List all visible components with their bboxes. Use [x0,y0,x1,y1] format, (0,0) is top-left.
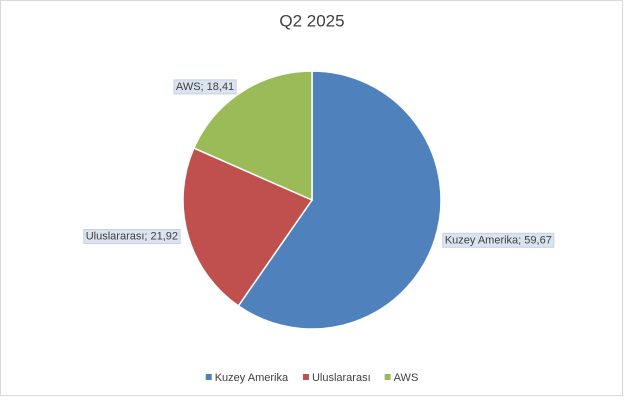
legend-label: Kuzey Amerika [215,372,289,384]
data-label-group: AWS; 18,41 [173,79,237,95]
data-label-group: Kuzey Amerika; 59,67 [442,232,555,248]
legend-label: Uluslararası [312,372,371,384]
pie-slice [182,147,314,307]
pie-slice [237,70,442,330]
data-label: AWS; 18,41 [176,81,234,93]
legend-swatch [302,374,309,380]
pie-slice [192,70,313,202]
data-label-bg [173,79,237,95]
legend-swatch [384,374,391,380]
data-label: Uluslararası; 21,92 [86,231,178,243]
data-label-group: Uluslararası; 21,92 [83,229,181,245]
data-label-bg [83,229,181,245]
chart-title: Q2 2025 [279,11,344,30]
legend-swatch [205,374,212,380]
data-label-bg [442,232,555,248]
data-label: Kuzey Amerika; 59,67 [445,234,552,246]
legend: Kuzey Amerika Uluslararası AWS [205,372,419,384]
legend-label: AWS [394,372,419,384]
